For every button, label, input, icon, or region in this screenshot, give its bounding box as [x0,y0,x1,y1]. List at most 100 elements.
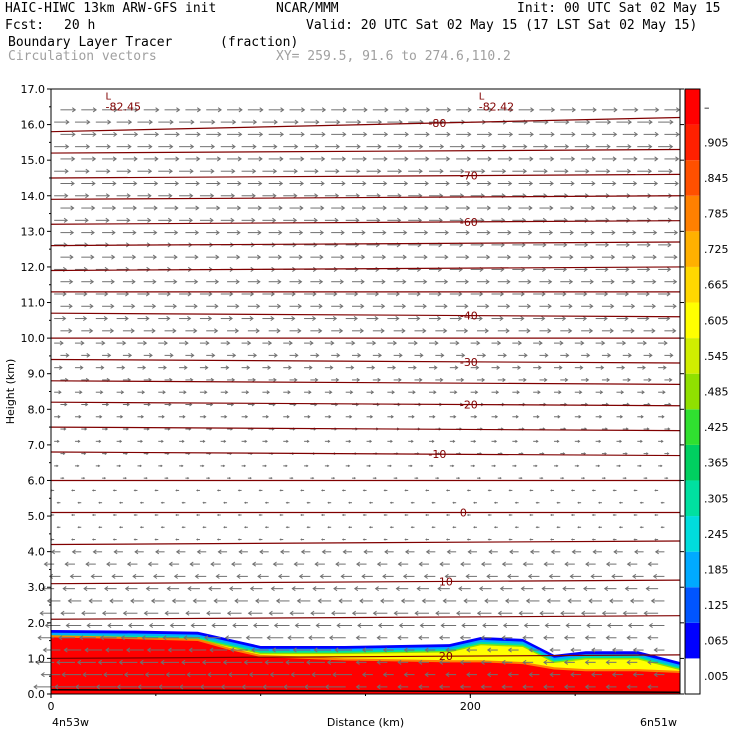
vector-arrow-head [226,340,231,346]
vector-arrow-head [606,119,612,125]
vector-arrow-head [634,107,639,113]
vector-arrow-head [111,573,116,579]
vector-arrow-head [79,390,83,395]
vector-arrow-head [126,402,130,407]
vector-arrow-head [562,291,567,297]
vector-arrow-head [214,303,219,309]
y-axis-label: Height (km) [4,359,17,425]
temperature-contour [50,312,681,318]
vector-arrow-head [383,180,388,186]
vector-arrow-head [383,513,386,517]
vector-arrow-head [264,464,267,468]
vector-arrow-head [333,291,338,297]
vector-arrow-head [190,144,195,150]
vector-arrow-head [335,144,340,150]
vector-arrow-head [187,477,190,480]
vector-arrow-head [329,365,334,370]
vector-arrow-head [341,156,347,162]
vector-arrow-head [90,230,95,236]
vector-arrow-head [216,205,221,211]
colorbar-label: .905 [704,136,729,149]
vector-arrow-head [666,291,671,297]
vector-arrow-head [183,390,187,395]
vector-arrow-head [376,217,381,223]
vector-arrow-head [549,180,554,186]
vector-arrow-head [299,205,304,211]
vector-arrow-head [578,415,582,419]
vector-arrow-head [425,131,430,137]
fcst-label: Fcst: [5,18,45,33]
vector-arrow-head [308,390,312,395]
vector-arrow-head [571,549,576,555]
vector-arrow-head [424,647,429,653]
vector-arrow-head [168,193,173,199]
vector-arrow-head [355,217,360,223]
vector-arrow-head [543,193,548,199]
vector-arrow-head [230,193,236,199]
vector-arrow-head [139,464,142,468]
vector-arrow-head [145,291,151,297]
vector-arrow-head [368,464,372,468]
vector-arrow-head [293,193,298,199]
colorbar-label: – [704,101,710,114]
vector-arrow-head [529,538,532,541]
vector-arrow-head [123,672,129,678]
vector-arrow-head [216,538,220,541]
vector-arrow-head [514,464,517,468]
vector-arrow-head [79,635,84,641]
vector-arrow-head [507,672,512,678]
vector-arrow-head [328,415,332,419]
vector-arrow-head [666,477,669,480]
vector-arrow-head [577,501,580,504]
vector-arrow-head [543,561,548,567]
vector-arrow-head [293,561,298,567]
vector-arrow-head [502,377,506,383]
vector-arrow-head [466,672,471,678]
vector-arrow-head [290,672,295,678]
vector-arrow-head [506,303,511,309]
vector-arrow-head [605,217,610,223]
vector-arrow-head [131,303,136,309]
vector-arrow-head [570,180,575,186]
vector-arrow-head [90,573,95,579]
vector-arrow-head [487,489,490,492]
vector-arrow-head [486,205,492,211]
vector-arrow-head [255,598,260,604]
vector-arrow-head [258,156,263,162]
vector-arrow-head [675,107,681,113]
vector-arrow-head [171,598,176,604]
temperature-contour [50,266,681,272]
vector-arrow-head [118,659,123,665]
vector-arrow-head [654,156,659,162]
vector-arrow-head [392,340,398,346]
vector-arrow-head [398,353,403,358]
vector-arrow-head [480,635,485,641]
vector-arrow-head [314,168,319,174]
vector-arrow-head [446,549,451,555]
vector-arrow-head [205,340,210,346]
vector-arrow-head [195,180,200,186]
vector-arrow-head [402,279,407,285]
vector-arrow-head [163,340,168,346]
vector-arrow-head [64,402,68,407]
vector-arrow-head [272,561,277,567]
vector-arrow-head [334,217,339,223]
vector-arrow-head [526,303,532,309]
vector-arrow-head [99,390,104,395]
vector-arrow-head [493,464,496,468]
vector-arrow-head [175,131,180,137]
vector-arrow-head [231,377,236,383]
vector-arrow-head [548,279,553,285]
vector-arrow-head [526,328,531,334]
colorbar-label: .425 [704,421,729,434]
vector-arrow-head [398,622,403,629]
vector-arrow-head [277,279,282,285]
vector-arrow-head [537,390,541,395]
vector-arrow-head [289,610,294,616]
vector-arrow-head [632,205,637,211]
vector-arrow-head [626,684,631,690]
vector-arrow-head [466,489,469,492]
vector-arrow-head [425,513,428,517]
vector-arrow-head [583,452,587,455]
vector-arrow-head [146,647,151,653]
